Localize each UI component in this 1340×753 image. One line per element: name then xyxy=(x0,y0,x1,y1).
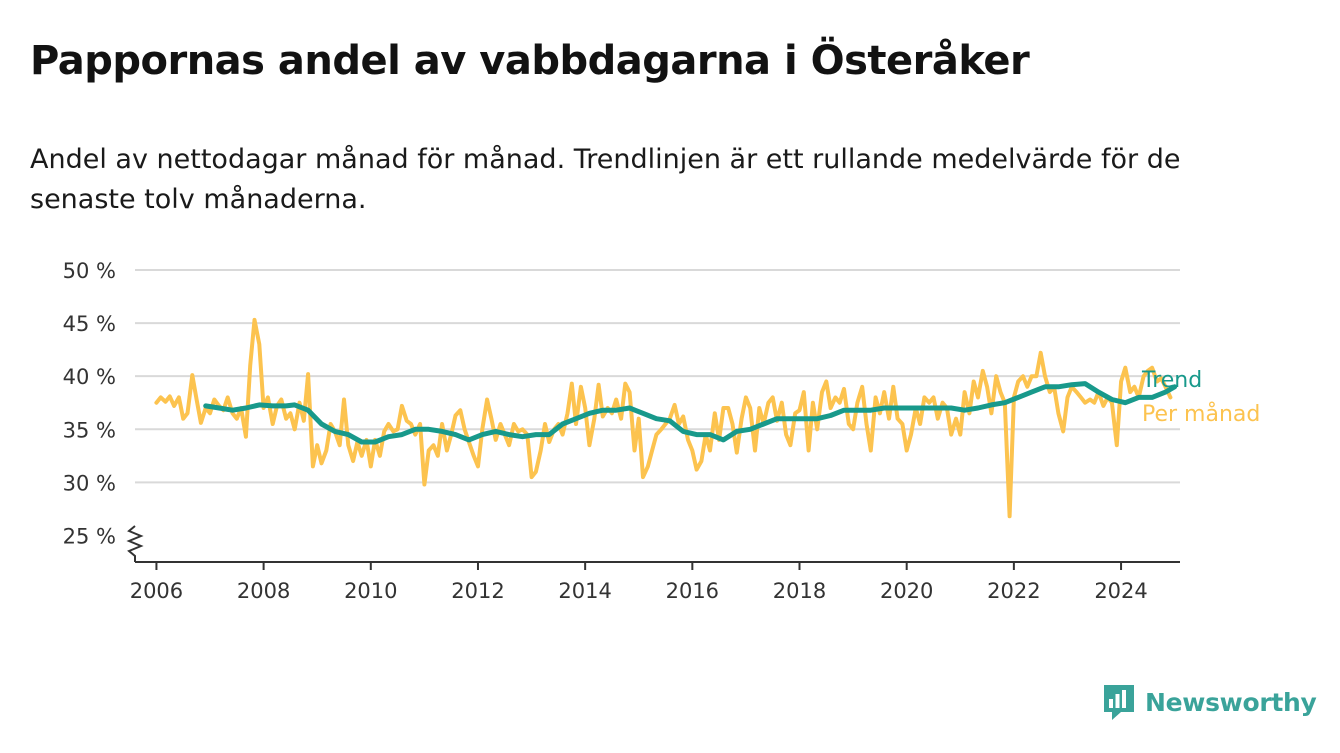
trend-label: Trend xyxy=(1141,368,1202,393)
newsworthy-brand: Newsworthy xyxy=(1101,682,1317,722)
y-tick-label: 50 % xyxy=(63,259,116,283)
monthly-label: Per månad xyxy=(1142,401,1260,427)
axis-break-icon xyxy=(126,525,144,562)
x-tick-label: 2006 xyxy=(130,579,183,603)
axes: 25 % 30 % 35 % 40 % 45 % 50 % 2006 2008 2010 2012… xyxy=(63,259,1180,603)
x-tick-label: 2024 xyxy=(1094,579,1147,603)
y-tick-label: 25 % xyxy=(63,524,116,548)
y-tick-label: 40 % xyxy=(63,365,116,389)
brand-name: Newsworthy xyxy=(1145,687,1317,717)
x-tick-label: 2018 xyxy=(773,579,826,603)
monthly-line xyxy=(154,317,1173,519)
y-tick-label: 35 % xyxy=(63,418,116,442)
newsworthy-logo-icon xyxy=(1104,685,1134,720)
series-lines xyxy=(154,317,1178,519)
series-labels: Per månad Trend xyxy=(1141,368,1260,427)
trend-line xyxy=(203,381,1178,445)
x-tick-label: 2012 xyxy=(451,579,504,603)
x-tick-label: 2016 xyxy=(666,579,719,603)
y-tick-label: 30 % xyxy=(63,471,116,495)
chart-title: Pappornas andel av vabbdagarna i Österåk… xyxy=(30,38,1030,84)
x-tick-label: 2014 xyxy=(558,579,611,603)
x-tick-label: 2020 xyxy=(880,579,933,603)
chart-subtitle: Andel av nettodagar månad för månad. Tre… xyxy=(30,144,1181,215)
x-tick-label: 2008 xyxy=(237,579,290,603)
x-tick-label: 2010 xyxy=(344,579,397,603)
y-tick-label: 45 % xyxy=(63,312,116,336)
x-tick-label: 2022 xyxy=(987,579,1040,603)
